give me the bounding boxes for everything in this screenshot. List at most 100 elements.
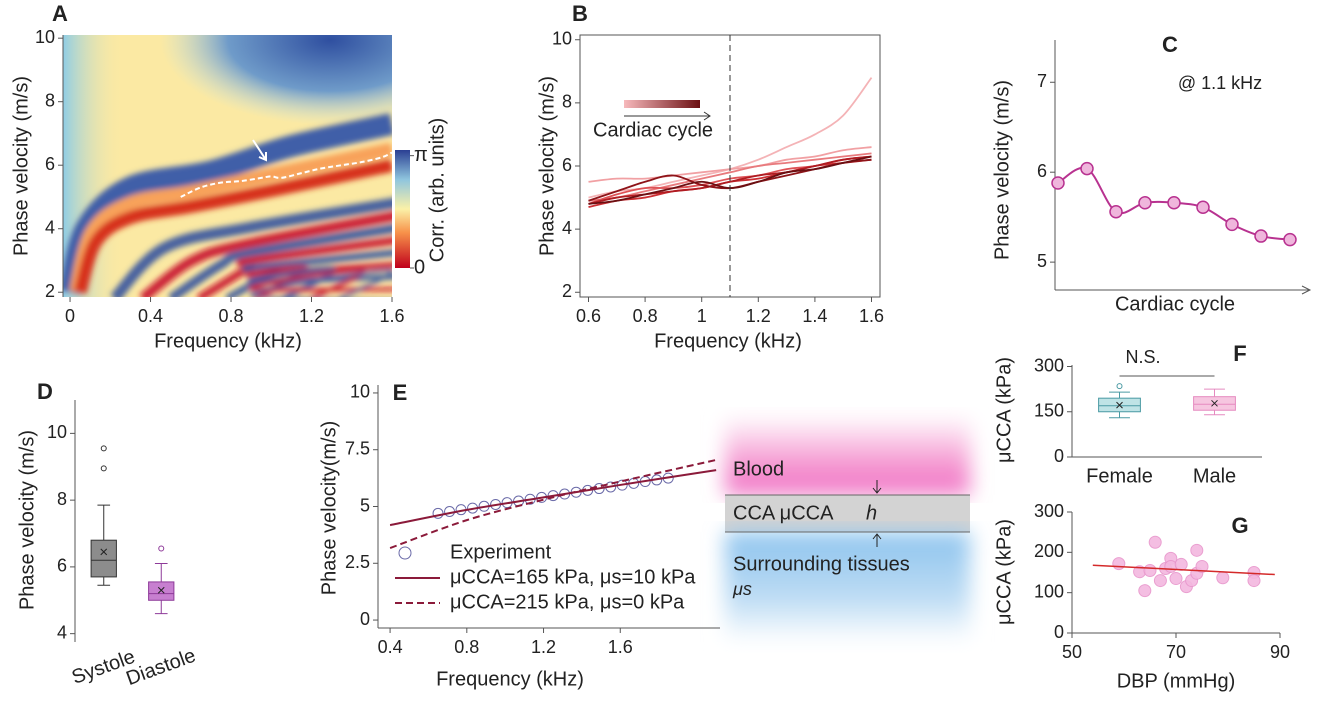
whisker <box>154 563 168 582</box>
point <box>1153 574 1167 588</box>
y-tick-label: 0 <box>1054 446 1064 466</box>
mean-marker <box>1116 401 1123 409</box>
y-tick-label: 300 <box>1034 355 1064 375</box>
whisker <box>1204 388 1225 397</box>
x-axis-label: Frequency (kHz) <box>154 330 302 352</box>
x-tick-label: 0.8 <box>219 306 244 326</box>
x-tick-label: 1.4 <box>802 306 827 326</box>
whisker <box>154 600 168 615</box>
mean-marker <box>1211 399 1218 407</box>
point <box>1225 217 1239 232</box>
x-axis-label: DBP (mmHg) <box>1117 670 1236 692</box>
diagram-label: Blood <box>733 458 784 480</box>
series-line <box>588 155 872 205</box>
x-tick-label: 1 <box>697 306 707 326</box>
y-axis-label: μCCA (kPa) <box>993 519 1015 625</box>
x-tick-label: 1.2 <box>746 306 771 326</box>
x-tick-label: 0.8 <box>454 637 479 657</box>
panel-letter: B <box>572 1 588 26</box>
y-tick-label: 6 <box>562 155 572 175</box>
y-tick-label: 150 <box>1034 401 1064 421</box>
colorbar-label: Corr. (arb. units) <box>426 118 448 262</box>
y-tick-label: 300 <box>1034 501 1064 521</box>
point <box>1148 535 1162 549</box>
y-tick-label: 0 <box>360 609 370 629</box>
thickness-arrow <box>872 480 882 547</box>
cca-layer <box>725 495 970 532</box>
heatmap-band <box>168 224 392 297</box>
point <box>1143 563 1157 577</box>
box <box>90 539 117 578</box>
y-tick-label: 8 <box>45 90 55 110</box>
panel-letter: G <box>1231 513 1248 538</box>
blood-layer <box>725 415 970 495</box>
x-tick-label: 0.4 <box>138 306 163 326</box>
diagram-label: h <box>866 502 877 524</box>
heatmap-band <box>69 142 392 295</box>
outlier <box>100 465 107 472</box>
layer-diagram: Blood CCA μCCA h Surrounding tissues μs <box>725 415 970 642</box>
y-axis-label: Phase velocity(m/s) <box>318 421 340 596</box>
x-tick-label: 0.4 <box>378 637 403 657</box>
x-tick-label: 1.6 <box>859 306 884 326</box>
y-tick-label: 8 <box>562 92 572 112</box>
y-axis-label: Phase velocity (m/s) <box>536 76 558 256</box>
point <box>1164 559 1178 573</box>
point <box>1195 559 1209 573</box>
x-tick-label: Diastole <box>123 645 198 690</box>
point <box>1283 232 1297 247</box>
panel-letter: E <box>393 380 408 405</box>
y-tick-label: 2 <box>562 281 572 301</box>
whisker <box>97 576 111 586</box>
x-tick-label: 90 <box>1270 642 1290 662</box>
diagram-label: Surrounding tissues <box>733 553 910 575</box>
heatmap-band <box>139 211 392 297</box>
point <box>1109 205 1123 219</box>
y-tick-label: 4 <box>45 217 55 237</box>
tissue-layer <box>725 532 970 642</box>
y-tick-label: 2 <box>45 281 55 301</box>
y-tick-label: 4 <box>562 218 572 238</box>
y-tick-label: 100 <box>1034 581 1064 601</box>
x-axis-label: Cardiac cycle <box>1115 293 1235 315</box>
annotation-arrow <box>252 139 267 162</box>
box <box>148 581 175 601</box>
y-axis-label: Phase velocity (m/s) <box>10 76 32 256</box>
whisker <box>1204 410 1225 416</box>
point <box>1167 196 1181 210</box>
x-tick-label: 1.6 <box>608 637 633 657</box>
y-tick-label: 7 <box>1037 71 1047 91</box>
heatmap-band <box>196 236 392 297</box>
y-tick-label: 10 <box>47 422 67 442</box>
x-tick-label: Female <box>1086 465 1153 487</box>
y-tick-label: 5 <box>1037 251 1047 271</box>
point <box>1138 196 1152 210</box>
y-axis-label: μCCA (kPa) <box>993 357 1015 463</box>
colorbar-arrow <box>624 111 711 121</box>
y-tick-label: 200 <box>1034 541 1064 561</box>
colorbar <box>395 150 410 268</box>
colorbar-tick-label: 0 <box>414 256 425 278</box>
x-axis-label: Frequency (kHz) <box>654 330 802 352</box>
heatmap-bands <box>63 113 392 297</box>
panel-letter: D <box>37 379 53 404</box>
point <box>1216 571 1230 585</box>
mean-marker <box>100 548 108 556</box>
outlier <box>158 545 165 552</box>
point <box>1169 572 1183 586</box>
mean-marker <box>157 586 165 594</box>
y-tick-label: 6 <box>1037 161 1047 181</box>
x-tick-label: 1.2 <box>299 306 324 326</box>
colorbar-tick-label: π <box>414 144 428 166</box>
heatmap-band <box>73 158 392 295</box>
x-tick-label: 70 <box>1166 642 1186 662</box>
legend-label: μCCA=165 kPa, μs=10 kPa <box>450 566 696 588</box>
point <box>432 507 444 519</box>
y-tick-label: 8 <box>57 489 67 509</box>
panel-letter: A <box>52 1 68 26</box>
outlier <box>100 445 107 452</box>
point <box>1051 176 1065 190</box>
y-axis-label: Phase velocity (m/s) <box>991 80 1013 260</box>
diagram-label: μs <box>732 579 752 599</box>
x-tick-label: 1.2 <box>531 637 556 657</box>
